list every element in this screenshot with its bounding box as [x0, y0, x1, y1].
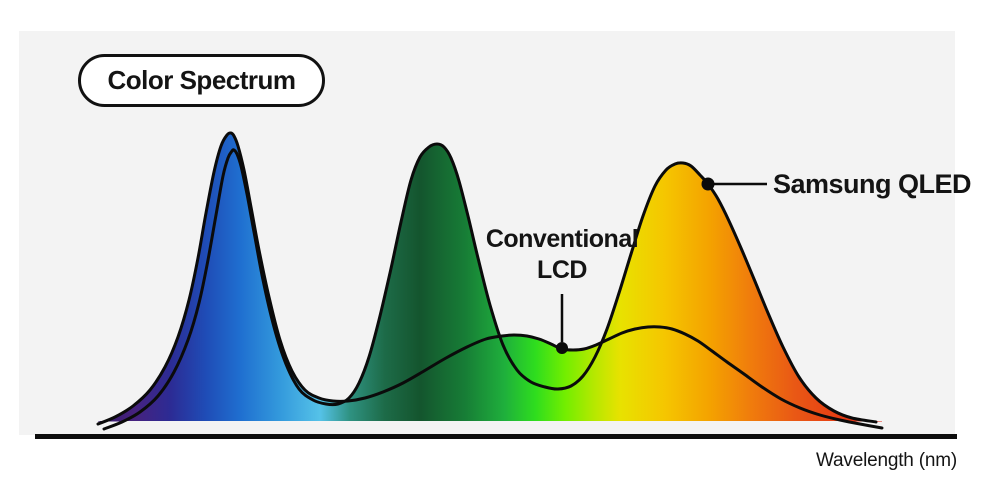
- page-title: Color Spectrum: [107, 65, 296, 95]
- x-axis-line: [35, 434, 957, 439]
- qled-label: Samsung QLED: [773, 169, 972, 199]
- spectrum-fill-areas: [98, 132, 882, 422]
- qled-callout: [701, 177, 767, 191]
- lcd-label-line1: Conventional: [485, 225, 639, 253]
- qled-callout-dot: [701, 177, 715, 191]
- lcd-callout-dot: [556, 342, 568, 354]
- conventional-lcd-curve: [96, 131, 884, 430]
- lcd-callout: [556, 294, 568, 354]
- title-badge: Color Spectrum: [78, 54, 325, 107]
- samsung-qled-area: [104, 144, 876, 422]
- x-axis-label: Wavelength (nm): [816, 450, 957, 471]
- lcd-label: Conventional LCD: [437, 224, 687, 286]
- lcd-label-line2: LCD: [537, 256, 587, 284]
